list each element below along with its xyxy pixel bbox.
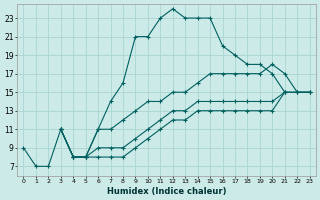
X-axis label: Humidex (Indice chaleur): Humidex (Indice chaleur) — [107, 187, 226, 196]
